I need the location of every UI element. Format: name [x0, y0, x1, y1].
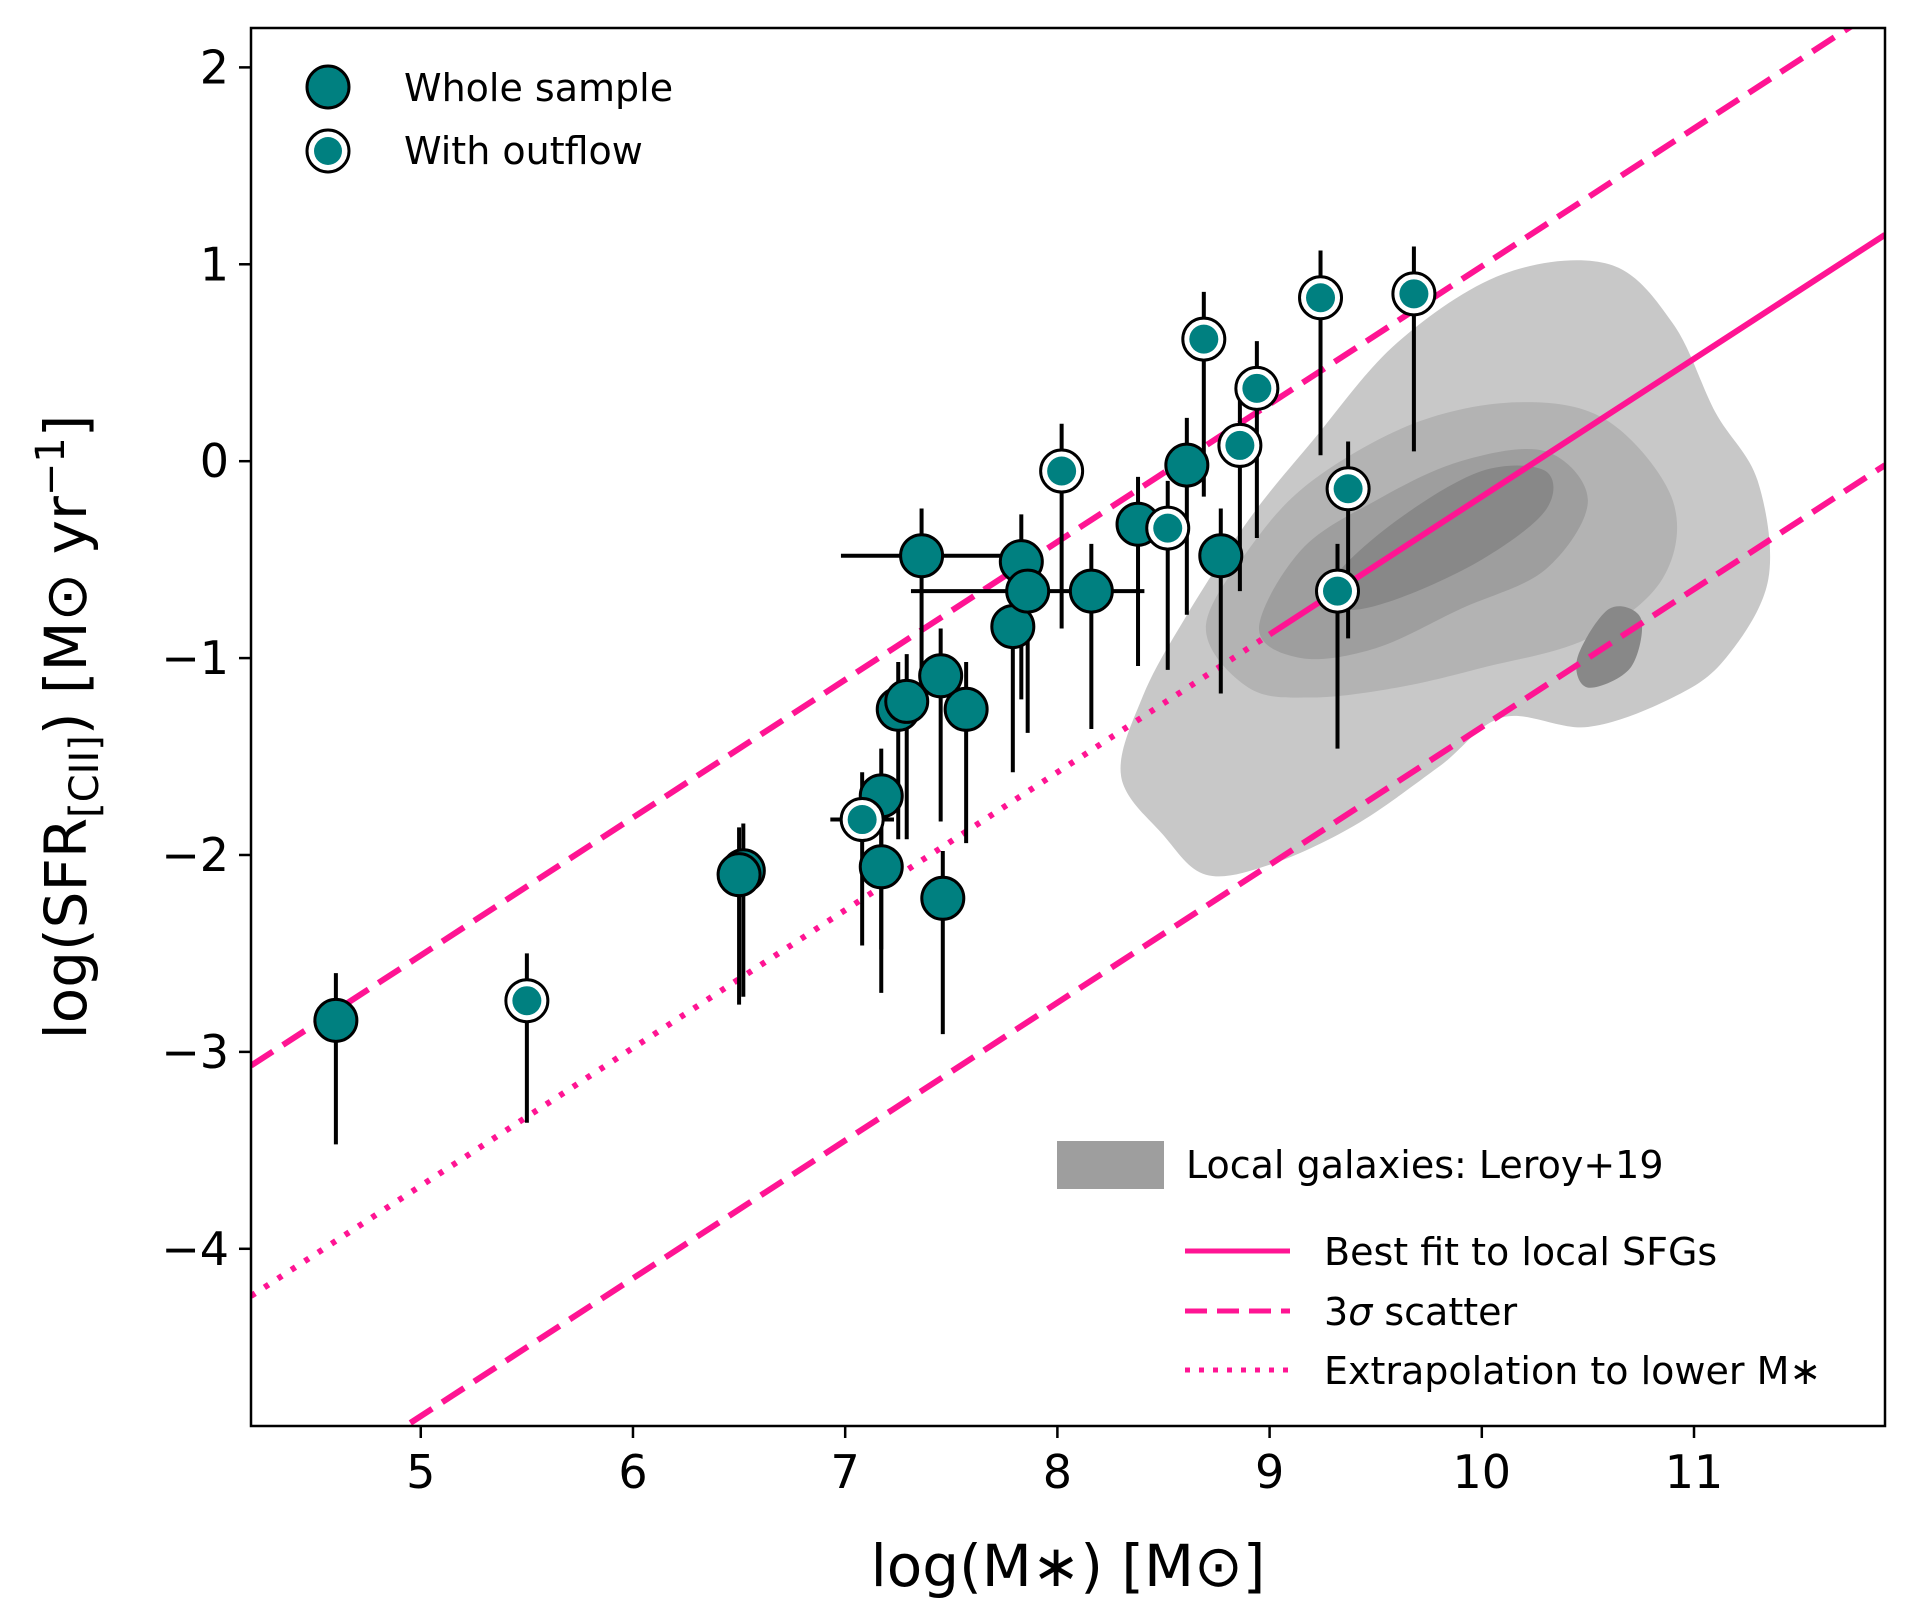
outflow-point [1242, 373, 1272, 403]
outflow-point [1153, 513, 1183, 543]
sample-point [899, 533, 945, 579]
x-tick-label: 5 [406, 1445, 435, 1499]
outflow-point [847, 805, 877, 835]
legend-marker-whole-sample [305, 64, 351, 110]
y-tick-label: −1 [161, 631, 229, 685]
scatter-lower-line [400, 462, 1885, 1426]
scatter-upper-line [251, 28, 1855, 1069]
sample-point [1164, 442, 1210, 488]
x-tick-label: 7 [831, 1445, 860, 1499]
legend-bottom-right: Local galaxies: Leroy+19 Best fit to loc… [1057, 1141, 1821, 1393]
extrapolation-line [251, 631, 1272, 1299]
y-tick-label: 1 [200, 237, 229, 291]
outflow-point [1333, 474, 1363, 504]
best-fit-line [1267, 232, 1885, 637]
legend-label-local-galaxies: Local galaxies: Leroy+19 [1186, 1143, 1664, 1187]
kde-contour-level-4 [1329, 465, 1554, 610]
sample-point [1005, 568, 1051, 614]
x-tick-label: 8 [1043, 1445, 1072, 1499]
x-tick-label: 10 [1453, 1445, 1512, 1499]
y-axis-label: log(SFR[CII]) [M⊙ yr−1] [28, 415, 108, 1040]
y-tick-label: 2 [200, 40, 229, 94]
y-tick-label: −2 [161, 828, 229, 882]
legend-patch-local-galaxies [1057, 1141, 1164, 1189]
sample-point [920, 875, 966, 921]
sample-point [1068, 568, 1114, 614]
sample-point [716, 852, 762, 898]
y-tick-label: −3 [161, 1025, 229, 1079]
outflow-point [1189, 324, 1219, 354]
legend-label-extrapolation: Extrapolation to lower M∗ [1324, 1349, 1821, 1393]
data-points [313, 271, 1437, 1043]
plot-frame [249, 26, 1887, 1428]
sample-point [918, 653, 964, 699]
legend-label-whole-sample: Whole sample [404, 66, 673, 110]
outflow-point [1399, 279, 1429, 309]
legend-label-with-outflow: With outflow [404, 129, 643, 173]
sample-point [1198, 533, 1244, 579]
legend-label-best-fit: Best fit to local SFGs [1324, 1230, 1717, 1274]
y-tick-label: −4 [161, 1222, 229, 1276]
relation-lines [251, 28, 1885, 1426]
sample-point [943, 686, 989, 732]
x-tick-label: 6 [618, 1445, 647, 1499]
sample-point [313, 997, 359, 1043]
legend-label-scatter: 3σ scatter [1324, 1290, 1518, 1334]
y-tick-label: 0 [200, 434, 229, 488]
x-tick-label: 11 [1665, 1445, 1724, 1499]
outflow-point [1225, 430, 1255, 460]
outflow-point [512, 986, 542, 1016]
outflow-point [1323, 576, 1353, 606]
x-axis-ticks: 5 6 7 8 9 10 11 [406, 1426, 1723, 1499]
x-axis-label: log(M∗) [M⊙] [871, 1532, 1266, 1600]
legend-top-left: Whole sample With outflow [305, 64, 673, 174]
x-tick-label: 9 [1255, 1445, 1284, 1499]
outflow-point [1306, 283, 1336, 313]
legend-marker-with-outflow [314, 137, 342, 165]
outflow-point [1047, 456, 1077, 486]
sample-point [858, 844, 904, 890]
y-axis-ticks: 2 1 0 −1 −2 −3 −4 [161, 40, 251, 1276]
sample-point [884, 678, 930, 724]
